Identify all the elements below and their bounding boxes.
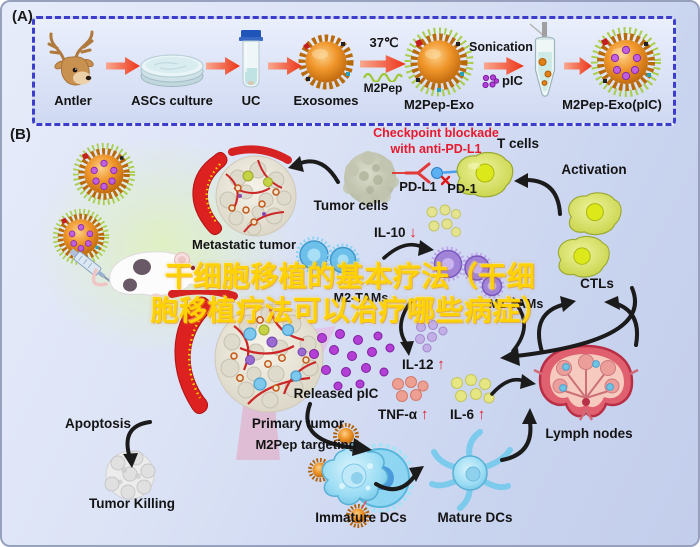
panel-b-tag: (B) xyxy=(10,126,31,143)
t-cells-label: T cells xyxy=(496,136,540,151)
arrow-right-icon xyxy=(206,56,240,76)
metastatic-tumor-illustration xyxy=(174,144,306,244)
arrow-right-icon xyxy=(106,56,140,76)
mature-dc-icon xyxy=(426,426,514,512)
watermark-line2: 胞移植疗法可以治疗哪些病症） xyxy=(150,295,550,326)
ctls-label: CTLs xyxy=(580,276,614,291)
arrow-right-icon xyxy=(268,56,302,76)
curved-arrow-icon xyxy=(390,294,416,358)
il10-label: IL-10 ↓ xyxy=(374,224,417,241)
activation-label: Activation xyxy=(561,162,627,177)
apoptosis-label: Apoptosis xyxy=(65,416,131,431)
reaction2-pic-label: pIC xyxy=(502,73,523,89)
cytokine-dots-icon xyxy=(424,204,462,240)
tumor-killing-label: Tumor Killing xyxy=(89,496,175,511)
reaction1-temp-label: 37℃ xyxy=(369,35,399,50)
curved-arrow-icon xyxy=(370,460,428,498)
tumor-cells-label: Tumor cells xyxy=(313,198,389,213)
curved-arrow-icon xyxy=(494,408,538,466)
curved-arrow-icon xyxy=(288,150,342,190)
il12-label: IL-12 ↑ xyxy=(402,356,445,373)
exosome-icon xyxy=(296,32,356,92)
immature-dc-icon xyxy=(314,438,398,514)
step-label-m2pep-exo: M2Pep-Exo xyxy=(403,97,475,112)
uc-tube-icon xyxy=(236,28,266,92)
metastatic-tumor-label: Metastatic tumor xyxy=(191,237,297,252)
m2pep-targeting-label: M2Pep targeting xyxy=(255,437,357,452)
arrow-right-icon xyxy=(360,54,406,74)
mature-dcs-label: Mature DCs xyxy=(437,510,513,525)
cytokine-dots-icon xyxy=(390,376,430,404)
ctl-cell-icon xyxy=(550,232,614,282)
watermark-line1: 干细胞移植的基本疗法（干细 xyxy=(164,261,536,292)
reaction2-sonication-label: Sonication xyxy=(469,40,533,54)
pic-dots-icon xyxy=(482,74,499,89)
watermark-text: 干细胞移植的基本疗法（干细 胞移植疗法可以治疗哪些病症） xyxy=(2,260,698,328)
tnf-label: TNF-α ↑ xyxy=(378,406,429,423)
curved-arrow-icon xyxy=(114,416,154,470)
panel-a-tag: (A) xyxy=(12,8,33,25)
arrow-right-icon xyxy=(564,56,592,76)
primary-tumor-illustration xyxy=(164,290,340,434)
arrow-right-icon xyxy=(484,56,524,76)
cytokine-dots-icon xyxy=(412,320,450,354)
reaction1-m2pep-label: M2Pep xyxy=(363,81,403,95)
sonication-tube-icon xyxy=(528,22,562,100)
t-cell-icon xyxy=(448,148,518,202)
m2pep-squiggle-icon xyxy=(362,70,404,82)
il6-label: IL-6 ↑ xyxy=(450,406,486,423)
step-label-uc: UC xyxy=(241,93,261,108)
curved-arrow-icon xyxy=(488,372,538,402)
checkpoint-line1: Checkpoint blockade xyxy=(373,126,499,140)
curved-arrow-icon xyxy=(594,295,642,351)
step-label-ascs: ASCs culture xyxy=(131,93,213,108)
pic-group: pIC xyxy=(482,74,538,89)
checkpoint-line2: with anti-PD-L1 xyxy=(390,141,482,156)
ctl-cell-icon xyxy=(560,188,626,240)
m1-tam-cell-icon xyxy=(430,244,506,302)
step-label-exosomes: Exosomes xyxy=(293,93,359,108)
exosome-particle-icon xyxy=(72,142,136,206)
petri-dish-icon xyxy=(138,46,206,90)
step-label-m2pep-exo-pic: M2Pep-Exo(pIC) xyxy=(562,97,662,112)
immature-dcs-label: Immature DCs xyxy=(315,510,407,525)
curved-arrow-icon xyxy=(514,170,566,220)
panel-a-box xyxy=(32,16,676,126)
m1-tams-label: M1-TAMs xyxy=(488,297,544,311)
released-pic-label: Released pIC xyxy=(293,386,379,401)
pd-l1-label: PD-L1 xyxy=(399,179,437,194)
curved-arrow-icon xyxy=(298,400,384,458)
m2pep-exo-pic-icon xyxy=(590,26,662,98)
mouse-icon xyxy=(90,240,212,304)
curved-arrow-icon xyxy=(507,297,533,357)
curved-arrow-icon xyxy=(482,280,654,372)
checkpoint-blockade-label: Checkpoint blockade with anti-PD-L1 xyxy=(368,126,504,157)
lymph-nodes-label: Lymph nodes xyxy=(545,426,633,441)
lymph-node-icon xyxy=(530,340,642,426)
curved-arrow-icon xyxy=(526,294,584,356)
released-pic-dots-icon xyxy=(304,328,400,394)
antler-deer-icon xyxy=(42,26,104,90)
m2pep-exo-icon xyxy=(404,26,474,98)
step-label-antler: Antler xyxy=(54,93,92,108)
tumor-cell-icon xyxy=(338,148,402,208)
pd-1-label: PD-1 xyxy=(447,181,477,196)
primary-tumor-label: Primary tumor xyxy=(251,416,345,431)
m2-tams-label: M2-TAMs xyxy=(333,291,389,305)
m2-tam-cell-icon xyxy=(296,234,360,280)
curved-arrow-icon xyxy=(380,238,434,264)
